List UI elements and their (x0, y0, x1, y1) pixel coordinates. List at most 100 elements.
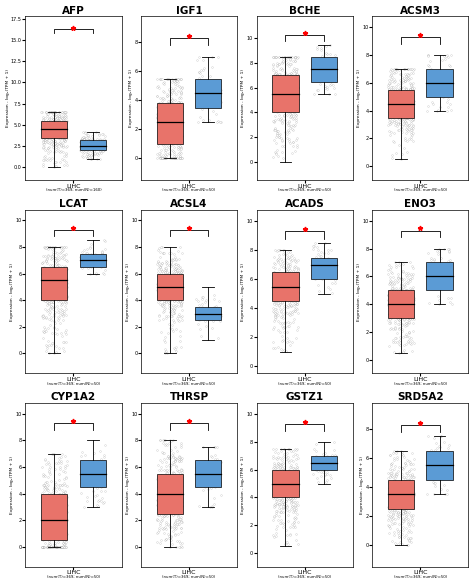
Point (164, 287, 172, 296)
Point (168, 125, 176, 135)
Point (405, 314, 412, 323)
Point (314, 68, 322, 78)
Point (273, 507, 281, 516)
Point (175, 454, 182, 463)
Point (389, 505, 396, 515)
Point (393, 103, 401, 112)
Point (56, 129, 64, 138)
Point (173, 515, 181, 525)
Point (49, 135, 57, 145)
Point (63, 273, 70, 283)
Point (154, 515, 161, 525)
Point (174, 496, 182, 505)
Point (47, 542, 55, 552)
Point (387, 480, 394, 490)
Point (162, 292, 170, 301)
Point (171, 531, 179, 540)
Point (162, 265, 170, 274)
Point (292, 52, 299, 62)
Point (165, 114, 173, 123)
Point (173, 108, 181, 117)
Point (59, 294, 67, 304)
Point (61, 517, 68, 526)
Point (288, 283, 295, 292)
Point (281, 477, 288, 486)
Point (396, 290, 403, 299)
Point (46, 539, 54, 548)
Point (406, 258, 414, 267)
Point (60, 125, 68, 135)
Point (392, 333, 399, 343)
Point (176, 336, 184, 346)
Point (395, 107, 402, 117)
Point (388, 503, 396, 512)
Point (164, 275, 172, 284)
Point (54, 286, 62, 295)
Point (396, 98, 404, 107)
FancyBboxPatch shape (41, 121, 67, 138)
Point (408, 79, 415, 89)
Point (287, 461, 295, 470)
Point (389, 472, 397, 482)
Point (402, 125, 410, 134)
Point (56, 269, 64, 278)
Point (288, 337, 296, 346)
Point (176, 243, 183, 252)
Point (331, 451, 338, 460)
Point (61, 542, 68, 552)
Point (53, 139, 60, 148)
Point (387, 293, 395, 303)
Point (194, 319, 201, 329)
Point (446, 61, 453, 70)
Point (54, 287, 61, 297)
Point (39, 120, 47, 129)
Point (283, 454, 290, 463)
Point (407, 500, 415, 509)
Point (53, 498, 61, 507)
Point (395, 508, 402, 517)
Point (409, 300, 416, 310)
Point (405, 315, 413, 325)
Point (155, 482, 162, 491)
Point (199, 115, 207, 124)
Point (171, 508, 179, 518)
Point (281, 79, 289, 89)
Title: LCAT: LCAT (59, 199, 88, 209)
Point (170, 77, 177, 86)
Point (42, 285, 50, 294)
Point (157, 146, 165, 155)
Point (49, 293, 57, 303)
Point (399, 493, 407, 503)
Point (196, 113, 204, 122)
Point (388, 269, 396, 278)
Point (409, 318, 417, 328)
Point (392, 292, 399, 301)
Point (46, 542, 54, 552)
Point (82, 248, 90, 258)
Point (154, 298, 161, 307)
Point (50, 125, 57, 134)
Point (399, 490, 407, 499)
Point (174, 74, 182, 83)
Point (52, 147, 60, 156)
Point (51, 118, 58, 128)
Point (447, 293, 455, 303)
Point (397, 304, 405, 314)
Point (45, 314, 53, 324)
Point (396, 498, 403, 507)
Point (270, 485, 277, 494)
Point (402, 107, 410, 116)
Point (163, 468, 171, 477)
Point (271, 125, 279, 134)
Point (40, 525, 48, 534)
Point (325, 463, 332, 473)
Point (176, 82, 184, 92)
Point (284, 103, 292, 112)
Point (396, 298, 403, 308)
Point (277, 489, 285, 498)
Point (156, 504, 164, 513)
Point (200, 485, 207, 494)
Point (59, 118, 66, 128)
Point (408, 115, 416, 125)
Point (444, 268, 451, 277)
